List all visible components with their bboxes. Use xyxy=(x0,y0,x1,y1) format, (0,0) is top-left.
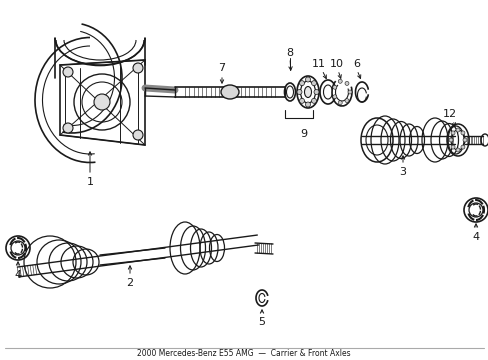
Ellipse shape xyxy=(221,85,239,99)
Circle shape xyxy=(450,131,454,135)
Circle shape xyxy=(455,128,459,132)
Circle shape xyxy=(338,79,342,83)
Ellipse shape xyxy=(304,86,311,98)
Circle shape xyxy=(448,138,452,142)
Text: 4: 4 xyxy=(15,270,21,280)
Circle shape xyxy=(332,85,336,89)
Circle shape xyxy=(332,95,336,99)
Text: 4: 4 xyxy=(471,232,479,242)
Circle shape xyxy=(133,130,142,140)
Circle shape xyxy=(344,99,348,103)
Text: 2: 2 xyxy=(126,278,133,288)
Circle shape xyxy=(311,81,316,86)
Circle shape xyxy=(455,148,459,152)
Circle shape xyxy=(299,81,304,86)
Circle shape xyxy=(63,123,73,133)
Circle shape xyxy=(450,145,454,149)
Circle shape xyxy=(460,131,464,135)
Circle shape xyxy=(313,90,318,95)
Text: 8: 8 xyxy=(286,48,293,58)
Text: 2000 Mercedes-Benz E55 AMG  —  Carrier & Front Axles: 2000 Mercedes-Benz E55 AMG — Carrier & F… xyxy=(137,350,350,359)
Text: 5: 5 xyxy=(258,317,265,327)
Circle shape xyxy=(460,145,464,149)
Text: 7: 7 xyxy=(218,63,225,73)
Circle shape xyxy=(305,77,310,82)
Circle shape xyxy=(299,98,304,103)
Text: 10: 10 xyxy=(329,59,343,69)
Circle shape xyxy=(94,94,110,110)
Circle shape xyxy=(462,138,466,142)
Text: 1: 1 xyxy=(86,177,93,187)
Text: 11: 11 xyxy=(311,59,325,69)
Circle shape xyxy=(347,90,351,94)
Circle shape xyxy=(338,101,342,105)
Circle shape xyxy=(344,81,348,85)
Text: 3: 3 xyxy=(399,167,406,177)
Text: 6: 6 xyxy=(353,59,360,69)
Circle shape xyxy=(311,98,316,103)
Circle shape xyxy=(133,63,142,73)
Text: 12: 12 xyxy=(442,109,456,119)
Circle shape xyxy=(296,90,302,95)
Circle shape xyxy=(305,102,310,107)
Circle shape xyxy=(63,67,73,77)
Text: 9: 9 xyxy=(300,129,307,139)
